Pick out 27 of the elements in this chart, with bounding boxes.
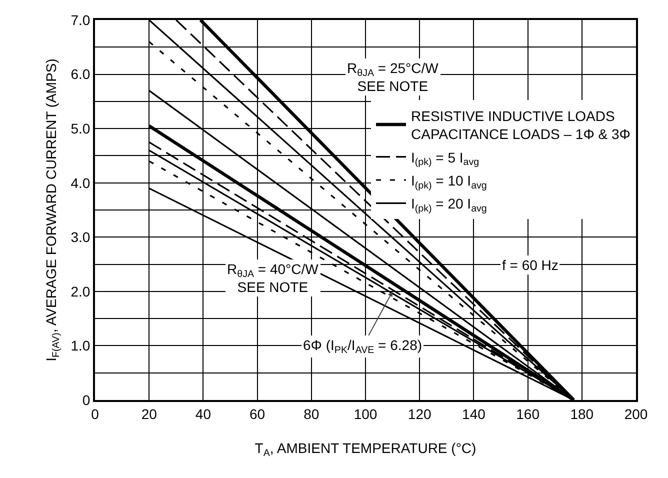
y-tick-label: 2.0 <box>70 283 90 300</box>
legend-label: I$_{(pk)}$ = 10 I$_{avg}$ <box>411 172 487 192</box>
y-tick-label: 1.0 <box>70 338 90 354</box>
x-axis-title: T$_{A}$, AMBIENT TEMPERATURE (°C) <box>254 440 476 459</box>
x-tick-label: 140 <box>462 406 486 422</box>
y-tick-label: 7.0 <box>70 12 90 28</box>
legend-label: I$_{(pk)}$ = 20 I$_{avg}$ <box>411 196 487 215</box>
x-tick-label: 100 <box>354 406 378 422</box>
x-tick-label: 200 <box>624 406 648 422</box>
annotation: R$_{θJA}$ = 40°C/W SEE NOTE <box>227 261 320 296</box>
y-tick-label: 4.0 <box>70 174 90 191</box>
y-tick-label: 0 <box>82 392 90 408</box>
y-tick-label: 5.0 <box>70 120 90 136</box>
x-tick-label: 20 <box>141 406 158 422</box>
legend-label: I$_{(pk)}$ = 5 I$_{avg}$ <box>411 149 480 168</box>
x-tick-label: 40 <box>195 406 212 422</box>
y-tick-label: 3.0 <box>70 229 90 246</box>
x-tick-label: 60 <box>250 406 266 422</box>
x-tick-label: 180 <box>570 406 594 422</box>
x-tick-label: 80 <box>304 406 320 422</box>
annotation: R$_{θJA}$ = 25°C/W SEE NOTE <box>347 60 440 94</box>
y-tick-label: 6.0 <box>70 66 90 82</box>
legend-label: RESISTIVE INDUCTIVE LOADS CAPACITANCE LOADS – 1Φ & 3Φ <box>411 108 630 142</box>
x-tick-label: 120 <box>408 406 432 422</box>
annotation: f = 60 Hz <box>502 257 558 273</box>
x-tick-label: 160 <box>516 406 540 422</box>
annotation: 6Φ (I$_{PK}$/I$_{AVE}$ = 6.28) <box>303 337 422 356</box>
